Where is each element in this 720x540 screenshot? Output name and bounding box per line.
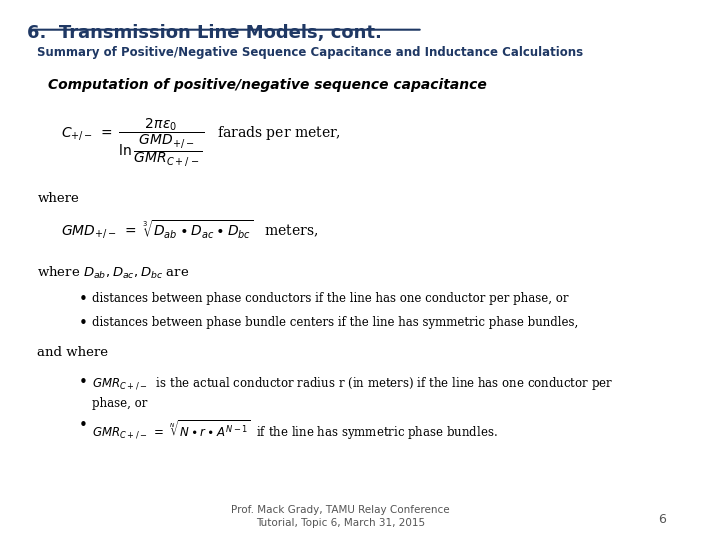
- Text: •: •: [78, 418, 87, 434]
- Text: distances between phase conductors if the line has one conductor per phase, or: distances between phase conductors if th…: [92, 292, 569, 305]
- Text: Prof. Mack Grady, TAMU Relay Conference: Prof. Mack Grady, TAMU Relay Conference: [231, 505, 450, 515]
- Text: Summary of Positive/Negative Sequence Capacitance and Inductance Calculations: Summary of Positive/Negative Sequence Ca…: [37, 46, 584, 59]
- Text: •: •: [78, 292, 87, 307]
- Text: •: •: [78, 316, 87, 331]
- Text: distances between phase bundle centers if the line has symmetric phase bundles,: distances between phase bundle centers i…: [92, 316, 578, 329]
- Text: Computation of positive/negative sequence capacitance: Computation of positive/negative sequenc…: [48, 78, 487, 92]
- Text: 6.  Transmission Line Models, cont.: 6. Transmission Line Models, cont.: [27, 24, 382, 42]
- Text: •: •: [78, 375, 87, 390]
- Text: $C_{+/-} \; = \; \dfrac{2\pi\varepsilon_0}{\ln\dfrac{GMD_{+/-}}{GMR_{C+/-}}}$   : $C_{+/-} \; = \; \dfrac{2\pi\varepsilon_…: [61, 116, 341, 168]
- Text: and where: and where: [37, 346, 109, 359]
- Text: phase, or: phase, or: [92, 397, 148, 410]
- Text: where: where: [37, 192, 79, 205]
- Text: $GMD_{+/-} \; = \; \sqrt[3]{D_{ab} \bullet D_{ac} \bullet D_{bc}}$   meters,: $GMD_{+/-} \; = \; \sqrt[3]{D_{ab} \bull…: [61, 219, 319, 241]
- Text: $GMR_{C+/-} \; = \; \sqrt[N]{N \bullet r \bullet A^{N-1}}$  if the line has symm: $GMR_{C+/-} \; = \; \sqrt[N]{N \bullet r…: [92, 418, 498, 442]
- Text: 6: 6: [657, 513, 665, 526]
- Text: $GMR_{C+/-}$  is the actual conductor radius r (in meters) if the line has one c: $GMR_{C+/-}$ is the actual conductor rad…: [92, 375, 613, 392]
- Text: where $D_{ab}, D_{ac}, D_{bc}$ are: where $D_{ab}, D_{ac}, D_{bc}$ are: [37, 265, 190, 281]
- Text: Tutorial, Topic 6, March 31, 2015: Tutorial, Topic 6, March 31, 2015: [256, 518, 426, 529]
